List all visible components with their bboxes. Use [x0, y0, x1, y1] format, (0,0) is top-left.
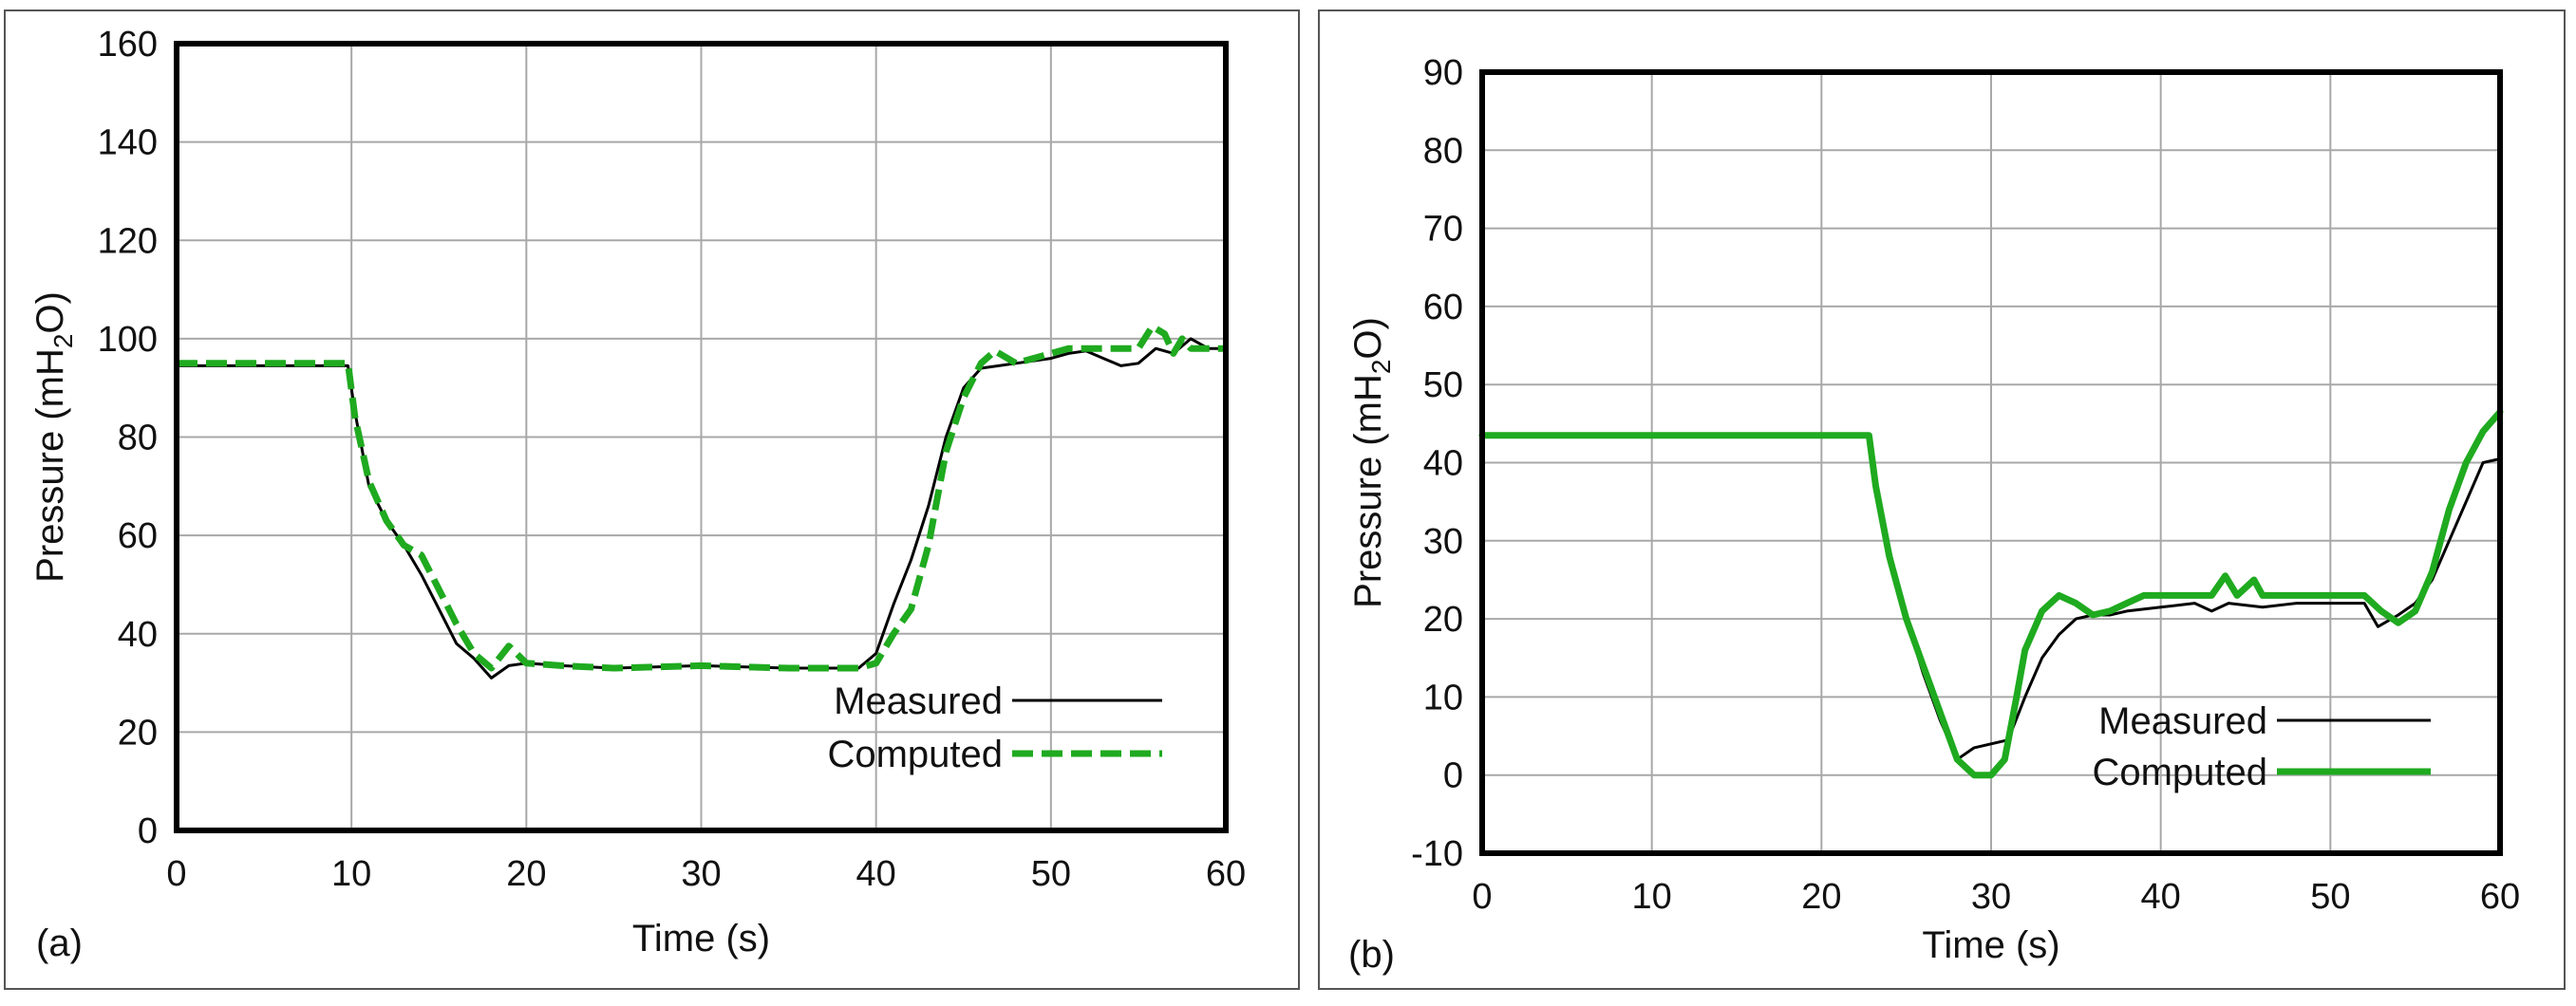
x-axis-label: Time (s) [1922, 924, 2059, 966]
y-tick-label: 70 [1423, 210, 1463, 250]
y-tick-label: 100 [98, 320, 158, 360]
x-tick-label: 20 [1801, 877, 1841, 917]
panel-label: (a) [36, 922, 83, 964]
x-axis-label: Time (s) [632, 918, 770, 959]
y-tick-label: 30 [1423, 522, 1463, 562]
y-tick-label: 90 [1423, 53, 1463, 93]
x-tick-label: 10 [331, 854, 371, 894]
x-tick-label: 0 [1472, 877, 1492, 917]
chart-panel-b: 0 10 20 30 40 50 60 -10 0 10 20 30 40 50 60 70 80 90 Time … [1318, 9, 2566, 990]
y-tick-label: 60 [1423, 288, 1463, 327]
y-tick-label: 40 [1423, 444, 1463, 484]
y-tick-label: 120 [98, 221, 158, 261]
y-tick-label: 60 [118, 516, 158, 556]
y-axis-label: Pressure (mH2O) [1347, 317, 1396, 608]
y-axis-label: Pressure (mH2O) [29, 291, 78, 583]
y-tick-label: 160 [98, 25, 158, 65]
y-axis-label-main: Pressure (mH [29, 348, 71, 583]
legend-label-computed: Computed [2092, 752, 2267, 793]
y-tick-label: 80 [118, 419, 158, 458]
y-tick-label: 80 [1423, 131, 1463, 171]
y-tick-label: -10 [1411, 834, 1463, 874]
y-axis-label-subscript: 2 [1366, 360, 1396, 375]
x-tick-label: 20 [506, 854, 546, 894]
series-line-measured [175, 337, 1228, 680]
series-line-computed [177, 323, 1226, 672]
y-axis-label-subscript: 2 [48, 334, 78, 349]
x-tick-label: 40 [2141, 877, 2181, 917]
grid [176, 43, 1227, 831]
y-axis-label-main: Pressure (mH [1347, 374, 1389, 608]
chart-panel-a: 0 10 20 30 40 50 60 0 20 40 60 80 100 120 140 160 Time (… [4, 9, 1300, 990]
y-tick-label: 10 [1423, 678, 1463, 717]
y-tick-label: 0 [1443, 756, 1463, 796]
x-tick-label: 40 [856, 854, 896, 894]
y-tick-label: 0 [138, 811, 158, 851]
x-tick-label: 10 [1632, 877, 1672, 917]
x-tick-label: 50 [2310, 877, 2350, 917]
x-tick-label: 50 [1031, 854, 1071, 894]
x-tick-label: 30 [1971, 877, 2011, 917]
grid [1481, 71, 2501, 854]
y-axis-label-tail: O) [29, 291, 71, 333]
y-axis-label-tail: O) [1347, 317, 1389, 359]
y-tick-label: 20 [118, 713, 158, 753]
legend-label-measured: Measured [834, 680, 1003, 722]
x-tick-label: 60 [1206, 854, 1246, 894]
y-tick-label: 50 [1423, 365, 1463, 405]
panel-label: (b) [1348, 934, 1395, 976]
plot-frame [1479, 69, 2503, 856]
x-tick-label: 30 [681, 854, 721, 894]
legend-label-measured: Measured [2098, 700, 2267, 742]
y-tick-label: 140 [98, 123, 158, 163]
plot-frame [174, 41, 1229, 833]
legend-label-computed: Computed [827, 734, 1003, 775]
x-tick-label: 0 [166, 854, 186, 894]
y-tick-label: 20 [1423, 600, 1463, 640]
x-tick-label: 60 [2480, 877, 2520, 917]
chart-b-svg: 0 10 20 30 40 50 60-100102030405060708090Time … [1347, 53, 2520, 976]
chart-a-svg: 0 10 20 30 40 50 60 0 20 40 60 80 100 120 140 160 Time (… [29, 25, 1246, 964]
y-tick-label: 40 [118, 615, 158, 655]
series-line-computed [1478, 408, 2504, 779]
